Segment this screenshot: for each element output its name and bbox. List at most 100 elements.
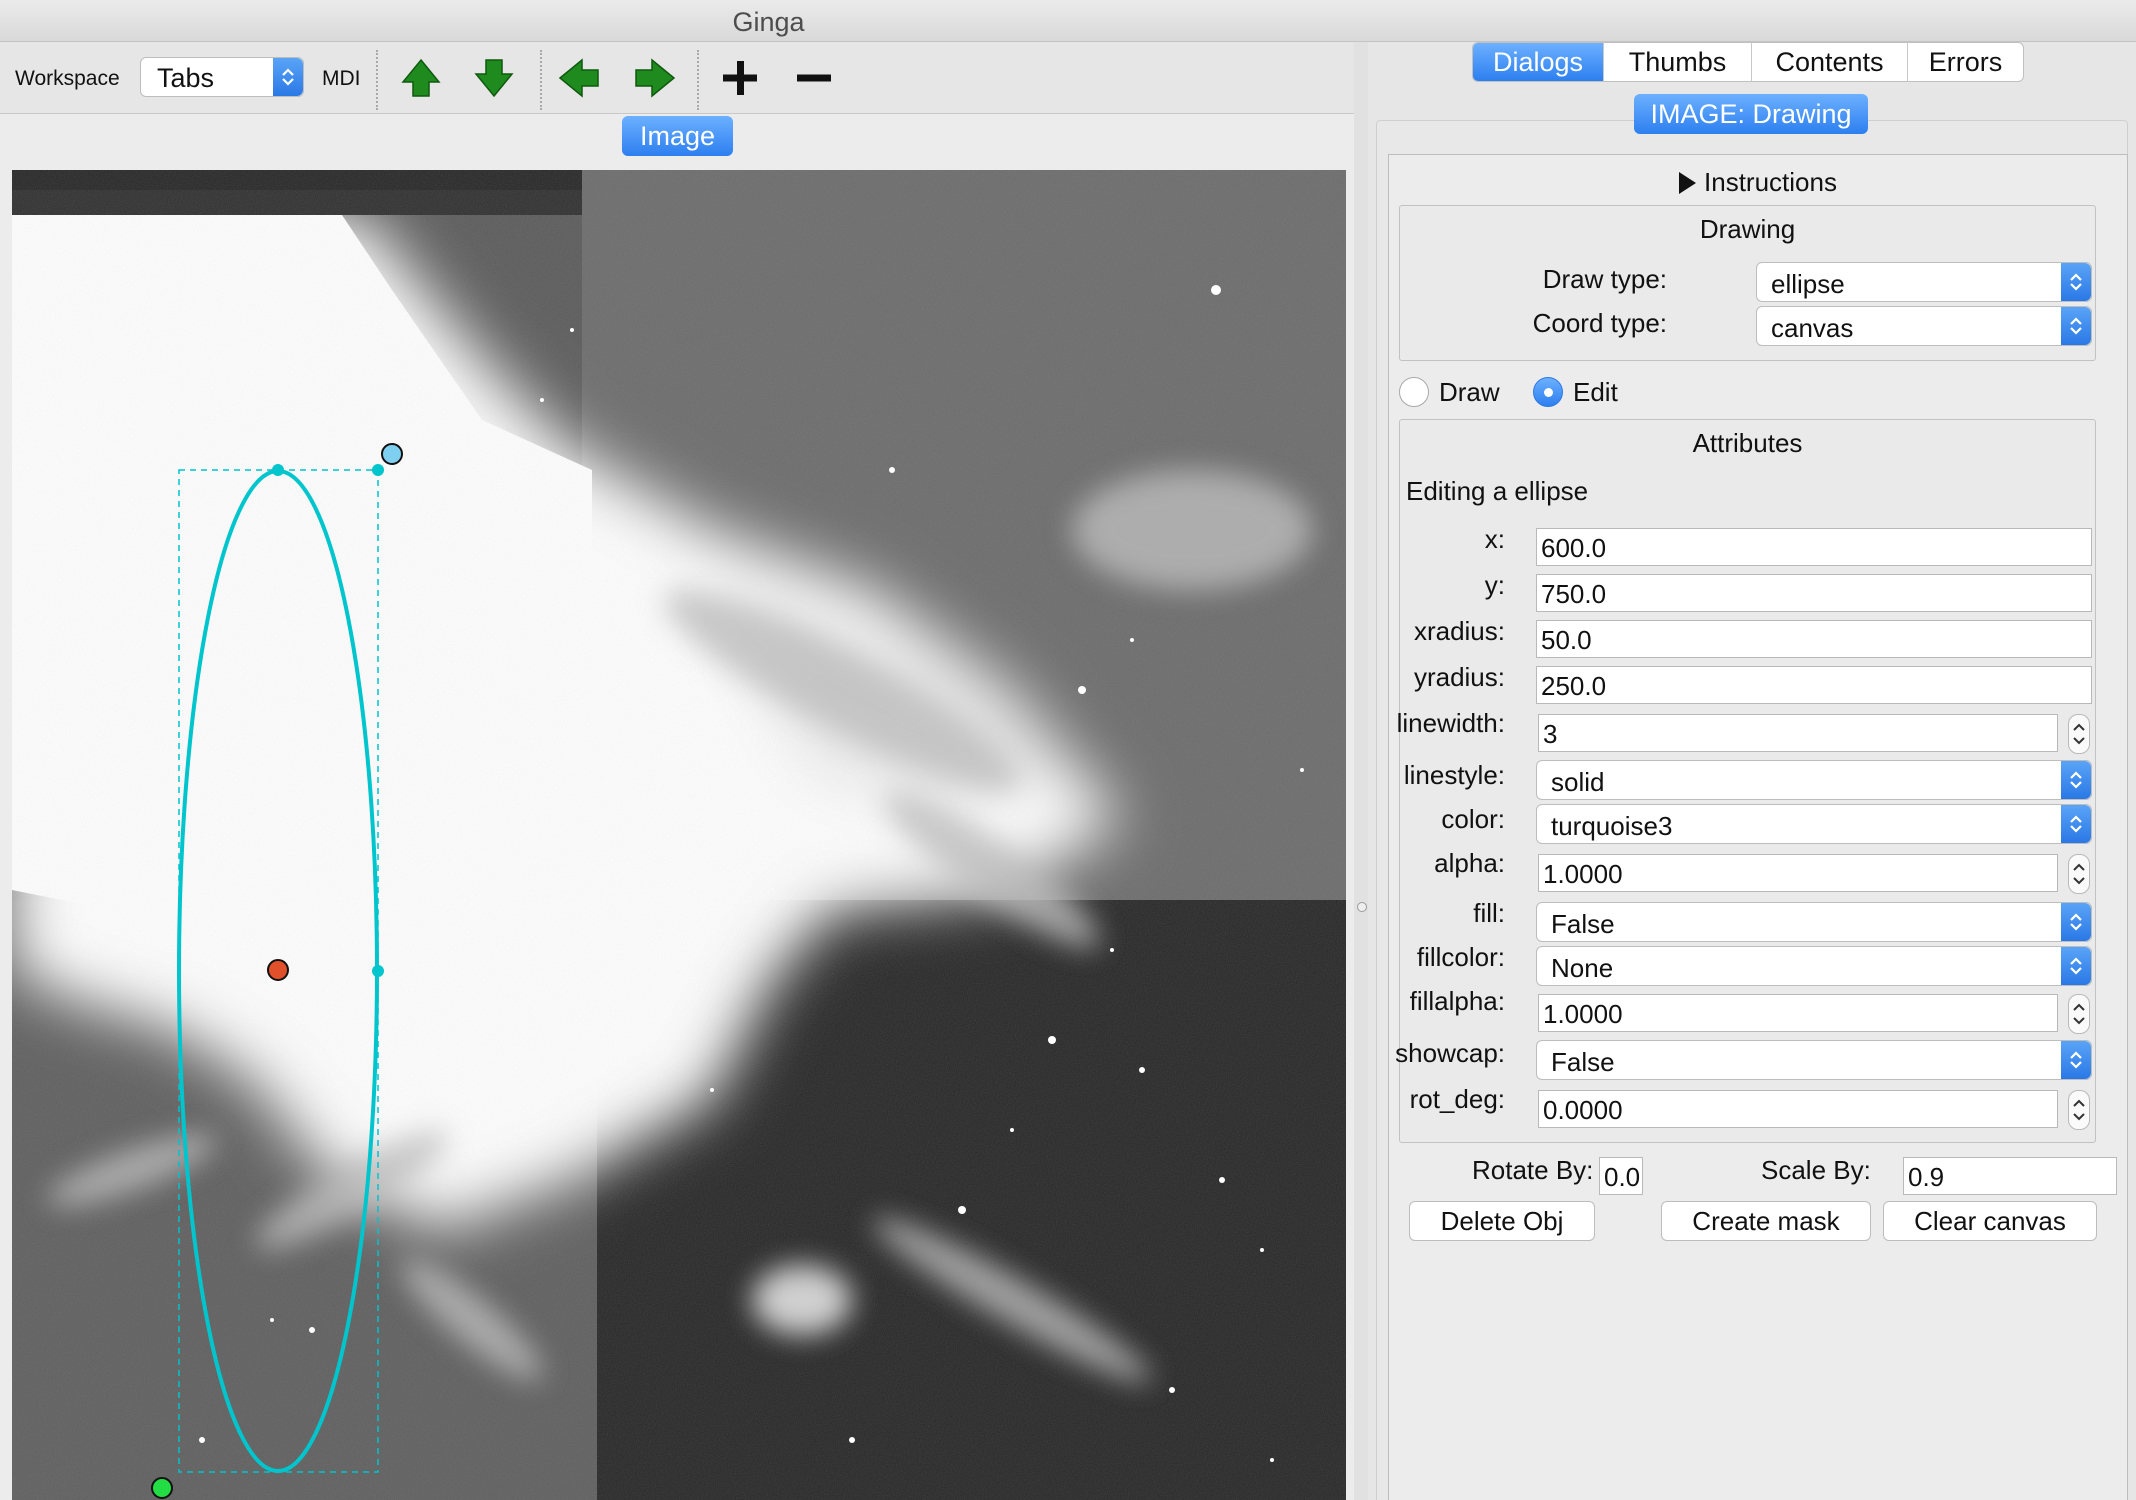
fill-value: False [1551, 909, 1615, 939]
coord-type-select[interactable]: canvas [1756, 306, 2092, 346]
coord-type-value: canvas [1771, 313, 1854, 343]
toolbar-separator [697, 50, 699, 110]
showcap-select[interactable]: False [1536, 1040, 2092, 1080]
rot-deg-field[interactable]: 0.0000 [1538, 1090, 2058, 1128]
fillalpha-value: 1.0000 [1543, 999, 1623, 1029]
chevron-updown-icon [2061, 263, 2091, 301]
workspace-select-value: Tabs [157, 63, 215, 93]
create-mask-button[interactable]: Create mask [1661, 1201, 1871, 1241]
linestyle-label: linestyle: [1403, 760, 1505, 790]
right-panel: Dialogs Thumbs Contents Errors IMAGE: Dr… [1368, 42, 2136, 1500]
y-label: y: [1484, 570, 1505, 600]
instructions-expander[interactable]: Instructions [1389, 167, 2127, 198]
draw-type-label: Draw type: [1542, 264, 1667, 294]
chevron-updown-icon [2061, 805, 2091, 843]
yradius-label: yradius: [1413, 662, 1505, 692]
fill-select[interactable]: False [1536, 902, 2092, 942]
toolbar-separator [540, 50, 542, 110]
drawing-group: Drawing Draw type: ellipse Coord type: c… [1399, 205, 2096, 361]
fill-label: fill: [1473, 898, 1505, 928]
workspace-select[interactable]: Tabs [140, 57, 304, 97]
workspace-label: Workspace [15, 67, 120, 90]
tab-image-drawing[interactable]: IMAGE: Drawing [1634, 94, 1868, 134]
toolbar-separator [376, 50, 378, 110]
draw-radio-label: Draw [1439, 377, 1500, 407]
xradius-field[interactable]: 50.0 [1536, 620, 2092, 658]
draw-type-select[interactable]: ellipse [1756, 262, 2092, 302]
tab-thumbs[interactable]: Thumbs [1603, 43, 1751, 81]
tab-errors[interactable]: Errors [1907, 43, 2023, 81]
minus-icon[interactable] [790, 56, 838, 100]
chevron-updown-icon [2061, 947, 2091, 985]
main-toolbar: Workspace Tabs MDI [0, 42, 1354, 114]
alpha-value: 1.0000 [1543, 859, 1623, 889]
rotate-by-field[interactable]: 0.0 [1599, 1157, 1643, 1195]
rot-deg-label: rot_deg: [1409, 1084, 1505, 1114]
ellipse-shape[interactable] [151, 443, 403, 1499]
x-value: 600.0 [1541, 533, 1607, 563]
linewidth-label: linewidth: [1396, 708, 1505, 738]
chevron-updown-icon [2061, 1041, 2091, 1079]
color-label: color: [1441, 804, 1505, 834]
tab-contents[interactable]: Contents [1751, 43, 1907, 81]
image-viewer[interactable] [12, 170, 1346, 1500]
alpha-stepper[interactable] [2068, 854, 2090, 894]
splitter-handle[interactable] [1357, 902, 1367, 912]
clear-canvas-button[interactable]: Clear canvas [1883, 1201, 2097, 1241]
plus-icon[interactable] [716, 56, 764, 100]
nebula-image [12, 170, 1346, 1500]
chevron-updown-icon [273, 58, 303, 96]
instructions-label: Instructions [1704, 167, 1837, 197]
delete-obj-button[interactable]: Delete Obj [1409, 1201, 1595, 1241]
fillalpha-stepper[interactable] [2068, 994, 2090, 1034]
attributes-title: Attributes [1692, 428, 1803, 458]
linewidth-value: 3 [1543, 719, 1558, 749]
linewidth-stepper[interactable] [2068, 714, 2090, 754]
scale-by-label: Scale By: [1761, 1155, 1871, 1185]
arrow-up-icon[interactable] [397, 56, 445, 100]
fillcolor-select[interactable]: None [1536, 946, 2092, 986]
chevron-updown-icon [2061, 903, 2091, 941]
fillalpha-field[interactable]: 1.0000 [1538, 994, 2058, 1032]
title-bar: Ginga [0, 0, 2136, 42]
edit-radio-label: Edit [1573, 377, 1618, 407]
pane-splitter[interactable] [1354, 42, 1368, 1500]
fillalpha-label: fillalpha: [1409, 986, 1505, 1016]
rot-deg-stepper[interactable] [2068, 1090, 2090, 1130]
x-label: x: [1484, 524, 1505, 554]
chevron-updown-icon [2061, 761, 2091, 799]
tab-dialogs[interactable]: Dialogs [1473, 43, 1603, 81]
tab-image[interactable]: Image [622, 116, 733, 156]
color-value: turquoise3 [1551, 811, 1673, 841]
linewidth-field[interactable]: 3 [1538, 714, 2058, 752]
draw-radio[interactable] [1399, 377, 1429, 407]
alpha-label: alpha: [1434, 848, 1505, 878]
rotate-by-value: 0.0 [1604, 1162, 1641, 1192]
alpha-field[interactable]: 1.0000 [1538, 854, 2058, 892]
fillcolor-value: None [1551, 953, 1614, 983]
color-select[interactable]: turquoise3 [1536, 804, 2092, 844]
x-field[interactable]: 600.0 [1536, 528, 2092, 566]
scale-by-field[interactable]: 0.9 [1903, 1157, 2117, 1195]
showcap-value: False [1551, 1047, 1615, 1077]
chevron-updown-icon [2061, 307, 2091, 345]
window-title: Ginga [732, 7, 805, 37]
edit-radio[interactable] [1533, 377, 1563, 407]
linestyle-value: solid [1551, 767, 1605, 797]
mdi-label: MDI [322, 67, 361, 90]
scale-by-value: 0.9 [1908, 1162, 1945, 1192]
attributes-group: Attributes Editing a ellipse x: 600.0 y:… [1395, 419, 2096, 1143]
yradius-field[interactable]: 250.0 [1536, 666, 2092, 704]
drawing-plugin: Instructions Drawing Draw type: ellipse … [1388, 154, 2128, 1500]
image-tab-strip: Image [0, 114, 1354, 166]
y-value: 750.0 [1541, 579, 1607, 609]
disclosure-triangle-icon [1679, 172, 1697, 194]
arrow-right-icon[interactable] [630, 56, 678, 100]
arrow-left-icon[interactable] [556, 56, 604, 100]
linestyle-select[interactable]: solid [1536, 760, 2092, 800]
rotate-by-label: Rotate By: [1472, 1155, 1594, 1185]
arrow-down-icon[interactable] [470, 56, 518, 100]
xradius-value: 50.0 [1541, 625, 1592, 655]
y-field[interactable]: 750.0 [1536, 574, 2092, 612]
rot-deg-value: 0.0000 [1543, 1095, 1623, 1125]
